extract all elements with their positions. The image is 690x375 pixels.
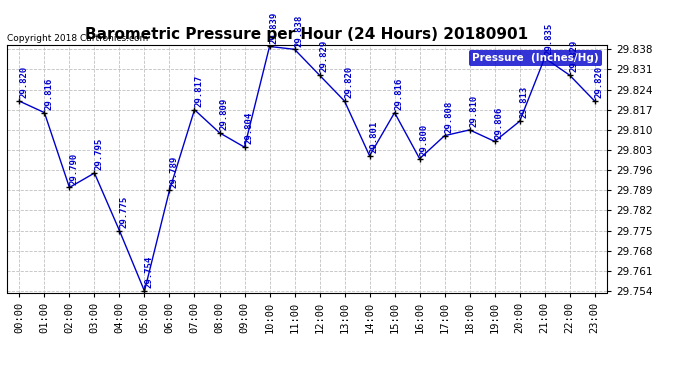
Text: 29.829: 29.829 [319, 40, 328, 72]
Text: 29.804: 29.804 [244, 112, 253, 144]
Text: 29.800: 29.800 [420, 124, 428, 156]
Text: 29.795: 29.795 [94, 138, 103, 170]
Legend: Pressure  (Inches/Hg): Pressure (Inches/Hg) [469, 50, 602, 66]
Text: 29.775: 29.775 [119, 196, 128, 228]
Text: 29.816: 29.816 [394, 78, 403, 110]
Text: 29.808: 29.808 [444, 100, 453, 133]
Text: 29.839: 29.839 [269, 11, 278, 44]
Title: Barometric Pressure per Hour (24 Hours) 20180901: Barometric Pressure per Hour (24 Hours) … [86, 27, 529, 42]
Text: 29.790: 29.790 [69, 152, 78, 184]
Text: 29.809: 29.809 [219, 98, 228, 130]
Text: 29.820: 29.820 [19, 66, 28, 98]
Text: 29.835: 29.835 [544, 23, 553, 55]
Text: 29.820: 29.820 [344, 66, 353, 98]
Text: 29.806: 29.806 [494, 106, 503, 139]
Text: Copyright 2018 Cartronics.com: Copyright 2018 Cartronics.com [7, 33, 148, 42]
Text: 29.820: 29.820 [594, 66, 603, 98]
Text: 29.801: 29.801 [369, 121, 378, 153]
Text: 29.838: 29.838 [294, 14, 303, 46]
Text: 29.754: 29.754 [144, 256, 153, 288]
Text: 29.810: 29.810 [469, 95, 478, 127]
Text: 29.817: 29.817 [194, 75, 203, 107]
Text: 29.816: 29.816 [44, 78, 53, 110]
Text: 29.829: 29.829 [569, 40, 578, 72]
Text: 29.789: 29.789 [169, 155, 178, 188]
Text: 29.813: 29.813 [520, 86, 529, 118]
